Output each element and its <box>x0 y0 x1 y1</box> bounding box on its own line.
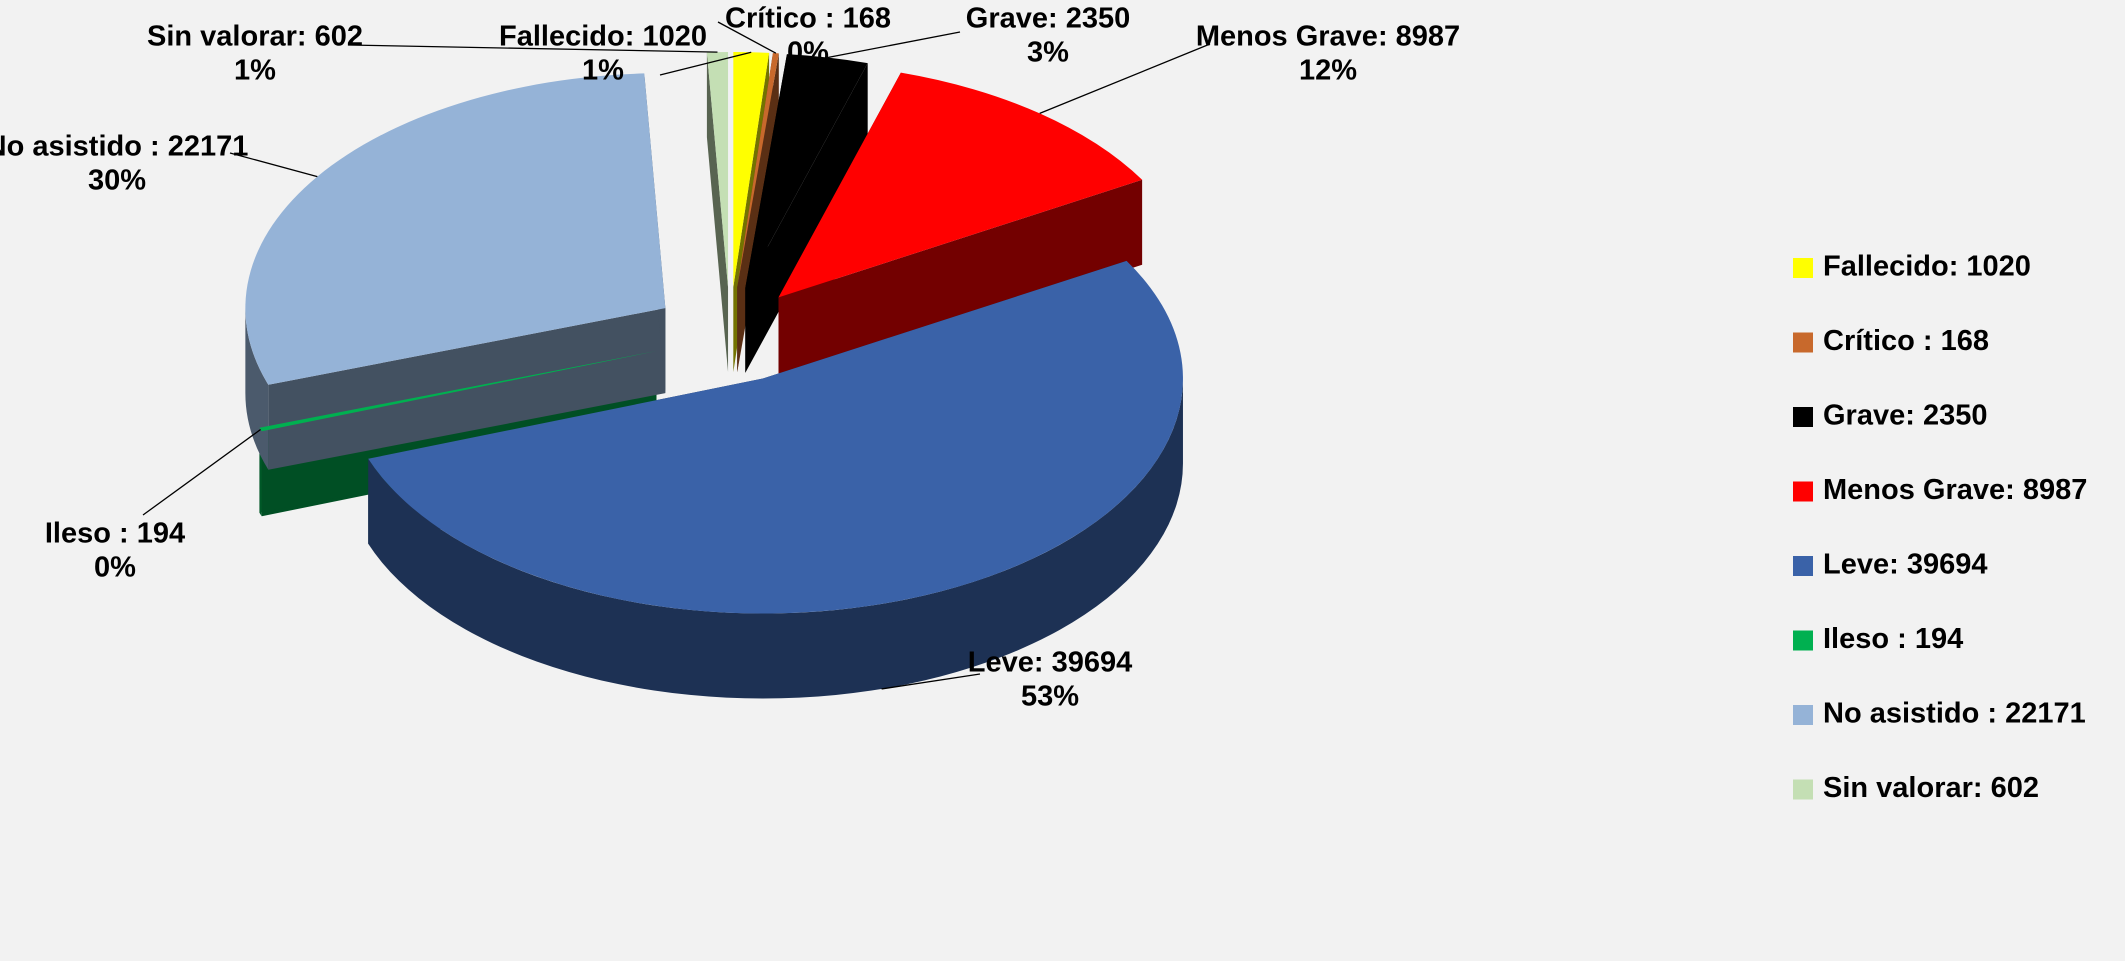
tops <box>245 52 1183 614</box>
legend: Fallecido: 1020 Crítico : 168 Grave: 2350 M… <box>1793 251 2087 804</box>
leader-line <box>1039 43 1211 114</box>
data-label: Sin valorar: 602 <box>147 21 363 53</box>
slice-wall <box>706 52 729 373</box>
legend-label: Fallecido: 1020 <box>1823 251 2031 283</box>
legend-label: Ileso : 194 <box>1823 623 1963 655</box>
leader-line <box>229 152 318 178</box>
legend-swatch <box>1793 407 1813 427</box>
slice <box>368 260 1183 614</box>
slice <box>733 52 770 288</box>
data-label-percent: 0% <box>787 37 829 69</box>
data-label: Ileso : 194 <box>45 518 185 550</box>
legend-label: Crítico : 168 <box>1823 325 1989 357</box>
data-label: Leve: 39694 <box>968 647 1132 679</box>
slice-wall <box>745 63 868 373</box>
leader-line <box>659 51 752 76</box>
legend-swatch <box>1793 779 1813 800</box>
leader-line <box>347 44 718 53</box>
data-label: Grave: 2350 <box>966 3 1130 35</box>
legend-label: Sin valorar: 602 <box>1823 772 2039 804</box>
legend-label: Grave: 2350 <box>1823 400 1987 432</box>
data-label-percent: 12% <box>1299 55 1357 87</box>
legend-swatch <box>1793 630 1813 651</box>
slice <box>737 53 779 288</box>
leader-line <box>717 21 777 54</box>
legend-label: Menos Grave: 8987 <box>1823 474 2087 506</box>
slice <box>706 52 729 288</box>
slice-wall <box>778 179 1143 383</box>
legend-swatch <box>1793 332 1813 353</box>
slice <box>259 351 657 432</box>
legend-swatch <box>1793 481 1813 502</box>
data-label-percent: 53% <box>1021 681 1079 713</box>
data-label-percent: 1% <box>234 55 276 87</box>
data-label-percent: 30% <box>88 165 146 197</box>
data-label-percent: 0% <box>94 552 136 584</box>
data-label: Crítico : 168 <box>725 3 891 35</box>
data-label: No asistido : 22171 <box>0 131 248 163</box>
data-label: Menos Grave: 8987 <box>1196 21 1460 53</box>
legend-label: Leve: 39694 <box>1823 549 1987 581</box>
leader-line <box>827 31 961 59</box>
slice <box>245 73 666 385</box>
legend-swatch <box>1793 556 1813 576</box>
leader-line <box>142 428 261 516</box>
slice <box>745 54 868 288</box>
data-label-percent: 3% <box>1027 37 1069 69</box>
data-label-percent: 1% <box>582 55 624 87</box>
slice-side <box>368 378 1183 699</box>
legend-swatch <box>1793 258 1813 278</box>
data-label: Fallecido: 1020 <box>499 21 707 53</box>
legend-label: No asistido : 22171 <box>1823 698 2086 730</box>
leader-line <box>881 673 981 690</box>
slice <box>778 72 1143 298</box>
legend-swatch <box>1793 705 1813 725</box>
